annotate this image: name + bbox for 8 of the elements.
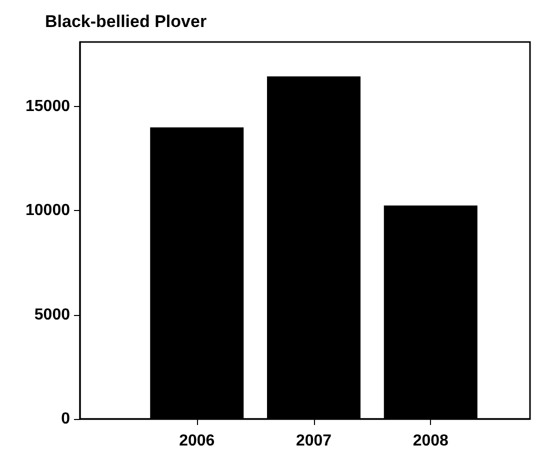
- y-tick-label: 5000: [34, 306, 70, 324]
- y-tick-label: 10000: [26, 202, 70, 220]
- x-tick-label: 2006: [179, 432, 215, 450]
- chart-title: Black-bellied Plover: [45, 12, 207, 31]
- y-tick-label: 0: [61, 410, 70, 428]
- x-tick-label: 2007: [296, 432, 332, 450]
- x-tick-label: 2008: [412, 432, 449, 450]
- y-tick-label: 15000: [26, 98, 70, 116]
